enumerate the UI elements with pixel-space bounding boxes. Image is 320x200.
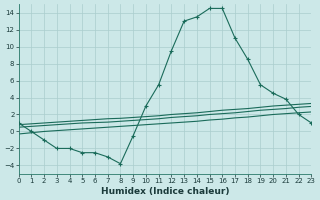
X-axis label: Humidex (Indice chaleur): Humidex (Indice chaleur) [101,187,229,196]
